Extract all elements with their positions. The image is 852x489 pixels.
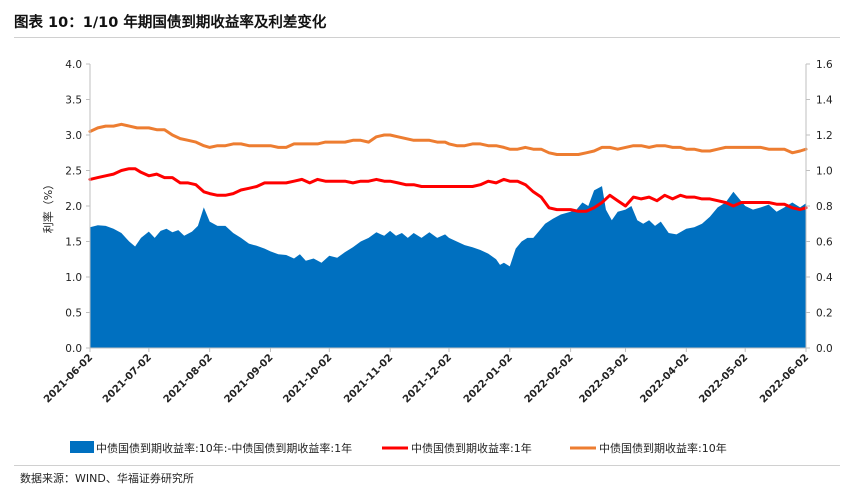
series-line-1y — [88, 167, 808, 213]
x-tick-label: 2021-06-02 — [42, 352, 95, 405]
page-title: 图表 10：1/10 年期国债到期收益率及利差变化 — [14, 15, 327, 31]
x-tick-label: 2022-02-02 — [523, 352, 576, 405]
y-left-tick-label: 4.0 — [65, 59, 82, 71]
x-tick-label: 2021-08-02 — [162, 352, 215, 405]
y-left-tick-label: 3.0 — [65, 130, 82, 142]
footer-divider — [14, 465, 840, 466]
legend-label-1y: 中债国债到期收益率:1年 — [411, 441, 532, 455]
y-left-tick-label: 0.5 — [65, 308, 82, 320]
y-right-tick-label: 1.0 — [816, 166, 833, 178]
x-tick-label: 2022-01-02 — [462, 352, 515, 405]
y-right-tick-label: 1.6 — [816, 59, 833, 71]
y-right-tick-label: 0.2 — [816, 308, 833, 320]
x-tick-label: 2021-09-02 — [223, 352, 276, 405]
yield-chart: 0.0 0.5 1.0 1.5 2.0 2.5 3.0 3.5 4.0 0.0 0.2 0.4 0.6 0… — [41, 59, 833, 455]
legend-label-spread: 中债国债到期收益率:10年:-中债国债到期收益率:1年 — [96, 441, 352, 455]
y-right-tick-label: 1.4 — [816, 95, 833, 107]
y-left-tick-label: 3.5 — [65, 95, 82, 107]
title-divider — [14, 37, 840, 38]
x-tick-label: 2021-10-02 — [281, 352, 334, 405]
y-right-tick-label: 1.2 — [816, 130, 833, 142]
y-right-tick-label: 0.6 — [816, 237, 833, 249]
y-left-tick-label: 2.5 — [65, 166, 82, 178]
legend-swatch-spread — [70, 441, 94, 453]
x-tick-label: 2021-12-02 — [401, 352, 454, 405]
x-tick-label: 2022-03-02 — [578, 352, 631, 405]
series-line-10y — [88, 122, 808, 156]
x-tick-label: 2021-11-02 — [342, 352, 395, 405]
legend-label-10y: 中债国债到期收益率:10年 — [599, 441, 727, 455]
y-right-tick-label: 0.0 — [816, 343, 833, 355]
y-right-tick-label: 0.8 — [816, 201, 833, 213]
x-tick-label: 2021-07-02 — [101, 352, 154, 405]
y-left-tick-label: 1.5 — [65, 237, 82, 249]
series-area-spread — [90, 186, 806, 348]
y-left-tick-label: 0.0 — [65, 343, 82, 355]
x-tick-label: 2022-05-02 — [697, 352, 750, 405]
x-tick-label: 2022-06-02 — [758, 352, 811, 405]
x-tick-label: 2022-04-02 — [638, 352, 691, 405]
source-note: 数据来源：WIND、华福证券研究所 — [20, 472, 194, 485]
y-right-tick-label: 0.4 — [816, 272, 833, 284]
y-left-tick-label: 2.0 — [65, 201, 82, 213]
y-left-tick-label: 1.0 — [65, 272, 82, 284]
y-axis-label: 利率（%） — [41, 179, 55, 233]
